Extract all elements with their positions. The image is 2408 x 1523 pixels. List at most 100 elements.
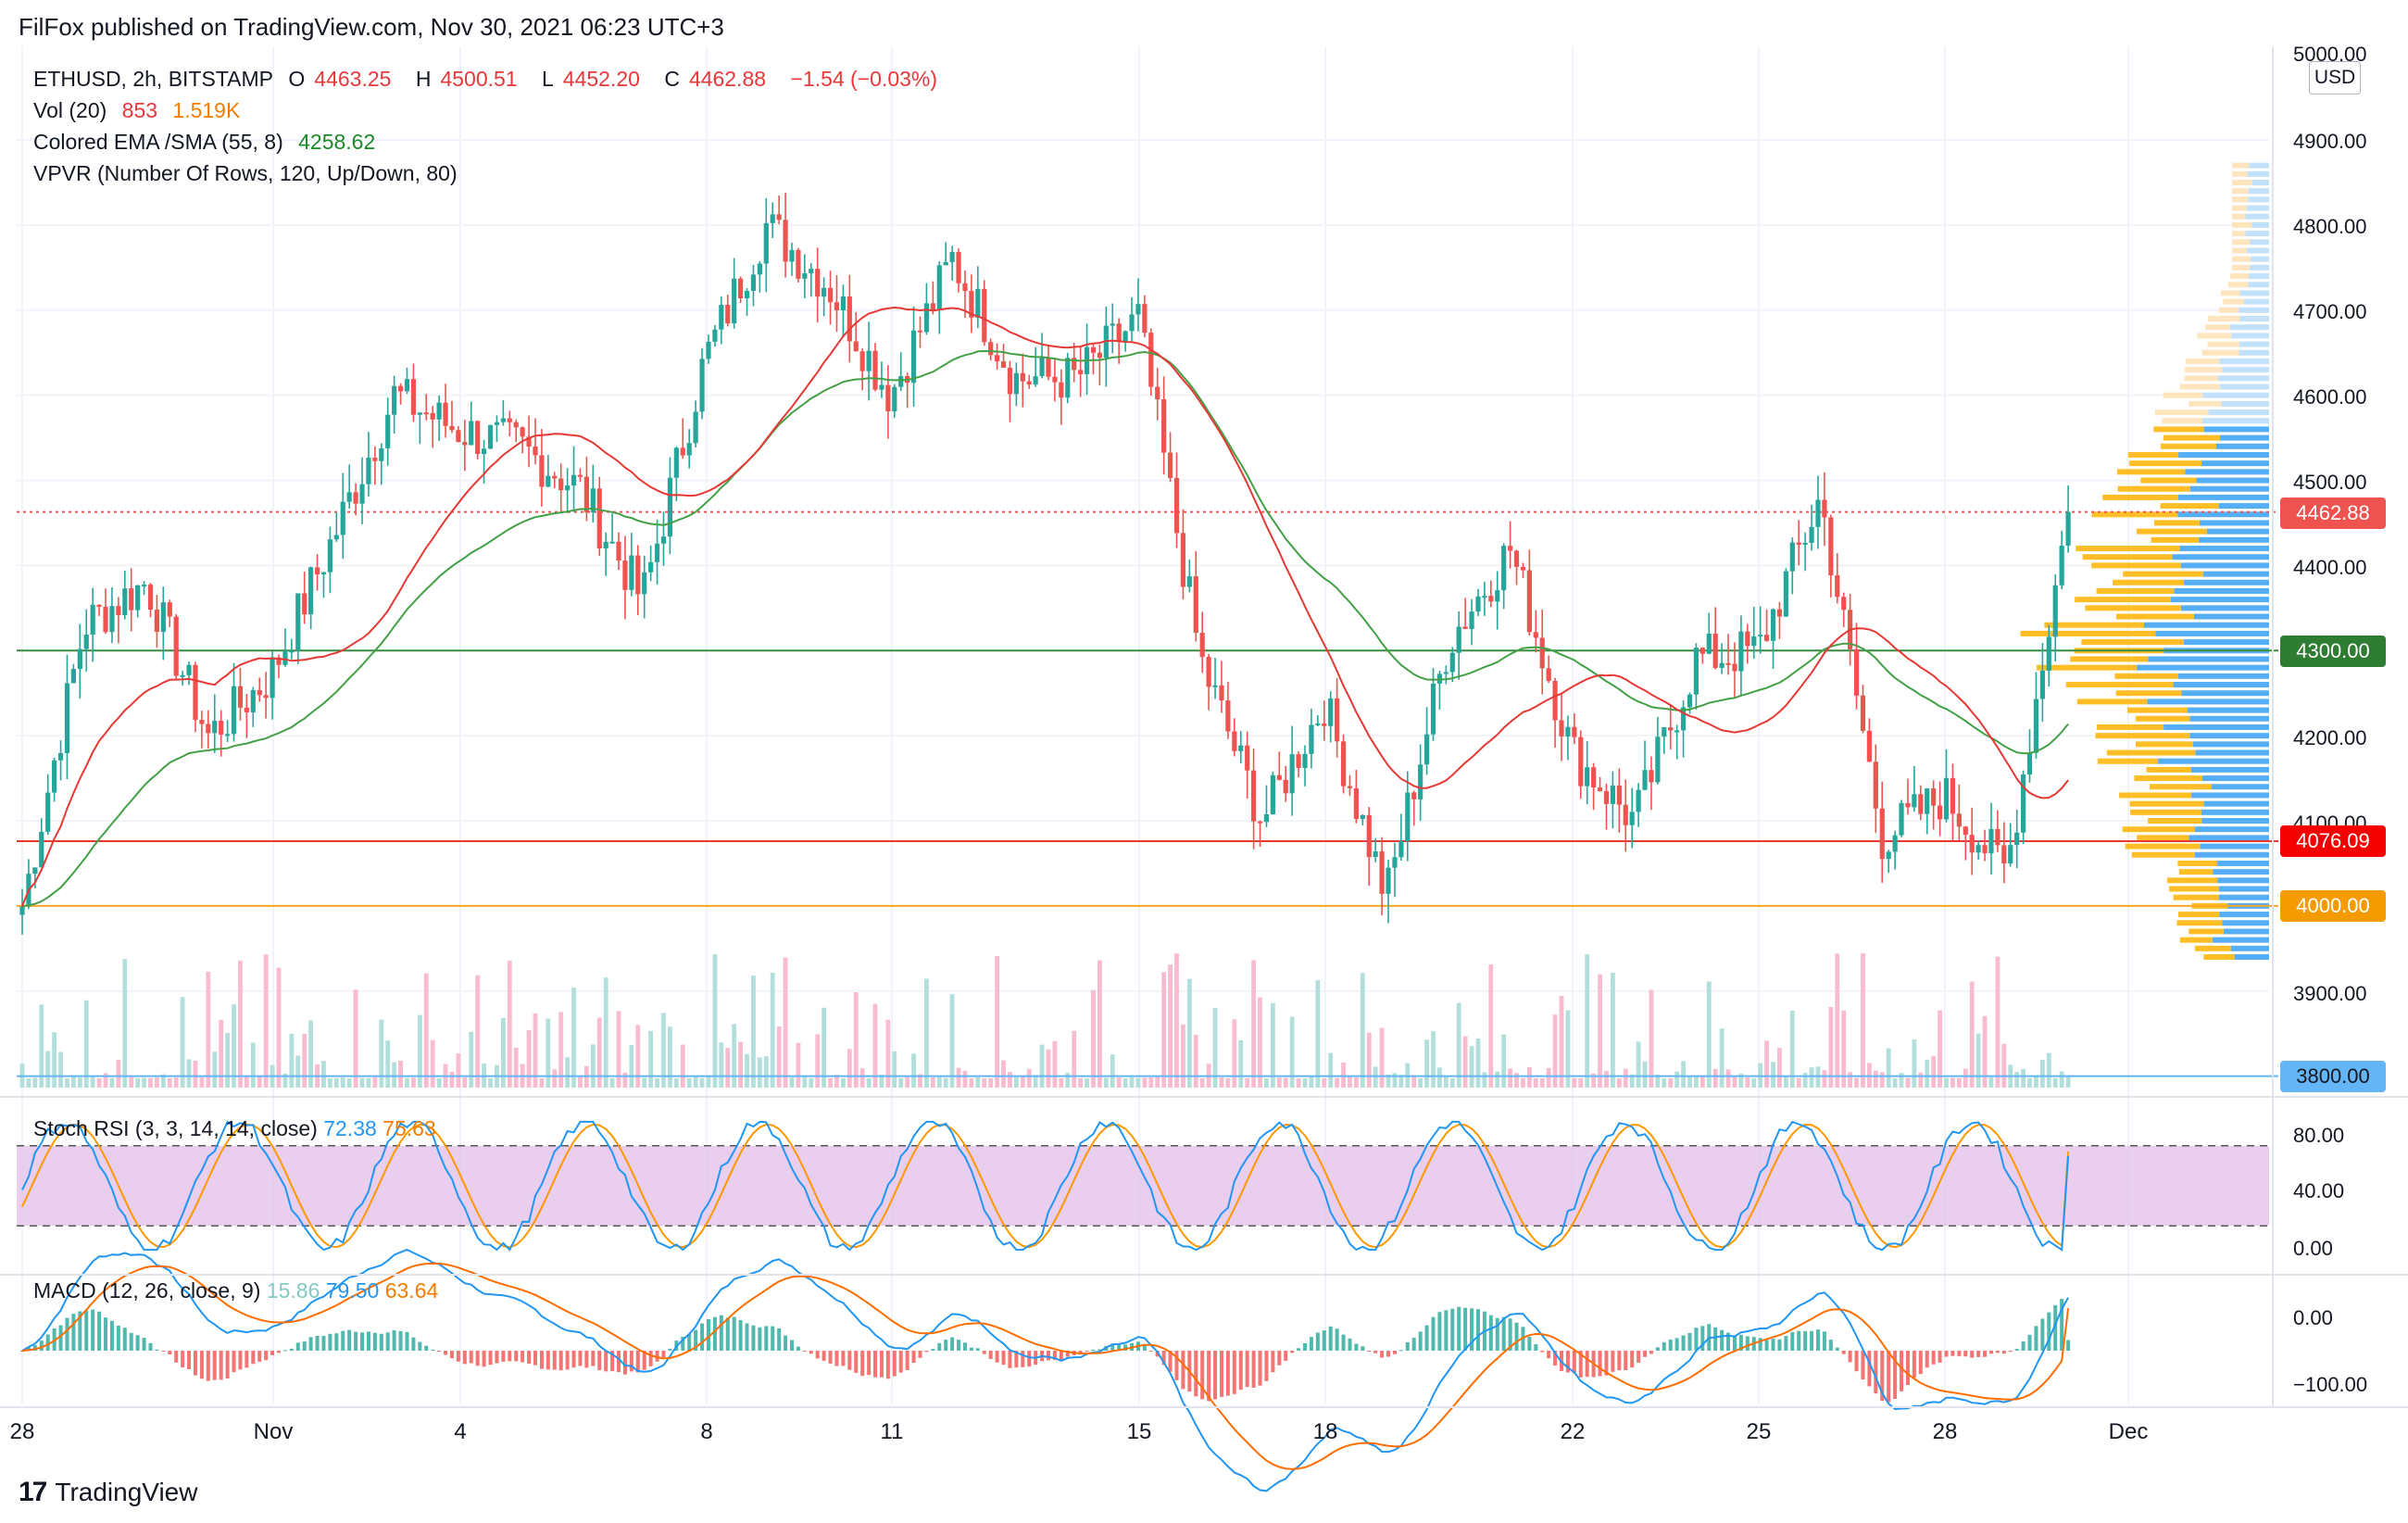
- volume-bar: [655, 1077, 659, 1088]
- macd-histogram-bar: [1918, 1351, 1923, 1375]
- vpvr-up-bar: [2221, 400, 2269, 407]
- volume-bar: [436, 1078, 442, 1088]
- volume-bar: [1059, 1077, 1064, 1088]
- candle-body: [1623, 804, 1628, 825]
- macd-histogram-bar: [539, 1351, 544, 1369]
- macd-histogram-bar: [1047, 1351, 1050, 1361]
- vpvr-up-bar: [2217, 860, 2269, 866]
- tradingview-brand[interactable]: 17 TradingView: [19, 1477, 197, 1508]
- orange-level-tag[interactable]: 4000.00: [2280, 890, 2386, 922]
- macd-histogram-bar: [1816, 1329, 1820, 1351]
- macd-histogram-bar: [1784, 1336, 1788, 1351]
- vpvr-label[interactable]: VPVR (Number Of Rows, 120, Up/Down, 80): [33, 161, 458, 185]
- macd-histogram-bar: [1219, 1351, 1223, 1397]
- vpvr-down-bar: [2075, 597, 2172, 603]
- candle-body: [1655, 736, 1661, 783]
- volume-bar: [398, 1060, 403, 1088]
- red-level-tag[interactable]: 4076.09: [2280, 825, 2386, 857]
- macd-histogram-bar: [1348, 1338, 1352, 1351]
- volume-bar: [1598, 974, 1602, 1088]
- macd-legend[interactable]: MACD (12, 26, close, 9) 15.86 79.50 63.6…: [33, 1278, 438, 1303]
- vpvr-up-bar: [2177, 673, 2269, 679]
- symbol-label[interactable]: ETHUSD, 2h, BITSTAMP: [33, 67, 274, 91]
- candle-body: [783, 220, 788, 262]
- vpvr-down-bar: [2163, 434, 2221, 441]
- macd-histogram-bar: [482, 1351, 486, 1367]
- vpvr-down-bar: [2137, 835, 2189, 841]
- volume-bars: [19, 952, 2071, 1088]
- volume-bar: [738, 1041, 743, 1088]
- macd-histogram-bar: [873, 1351, 878, 1378]
- candle-body: [1072, 358, 1077, 371]
- macd-signal-value: 63.64: [384, 1278, 439, 1303]
- volume-bar: [1449, 1077, 1455, 1088]
- currency-button[interactable]: USD: [2309, 61, 2361, 94]
- candle-body: [1322, 723, 1327, 726]
- volume-value: 853: [121, 98, 158, 122]
- candle-body: [552, 475, 558, 479]
- macd-histogram-bar: [1271, 1351, 1275, 1373]
- candle-body: [565, 485, 571, 491]
- volume-bar: [1354, 1077, 1359, 1088]
- stoch-rsi-legend[interactable]: Stoch RSI (3, 3, 14, 14, close) 72.38 75…: [33, 1116, 436, 1141]
- candle-body: [1687, 694, 1693, 708]
- volume-bar: [1539, 1077, 1545, 1088]
- ema-label[interactable]: Colored EMA /SMA (55, 8): [33, 130, 283, 154]
- horizontal-levels[interactable]: [17, 510, 2278, 1077]
- candlesticks[interactable]: [19, 193, 2071, 935]
- candle-body: [796, 249, 801, 279]
- volume-bar: [558, 1012, 564, 1088]
- volume-bar: [83, 1000, 89, 1088]
- candle-body: [507, 418, 512, 422]
- macd-histogram-bar: [379, 1333, 383, 1351]
- volume-bar: [885, 1019, 891, 1088]
- volume-bar: [1437, 1067, 1442, 1088]
- macd-histogram-bar: [937, 1342, 942, 1351]
- vpvr-down-bar: [2097, 758, 2159, 764]
- vpvr-down-bar: [2177, 912, 2220, 918]
- volume-bar: [745, 1053, 749, 1088]
- vpvr-down-bar: [2189, 400, 2222, 407]
- macd-histogram-bar: [610, 1351, 615, 1372]
- candle-body: [282, 650, 288, 665]
- macd-histogram-bar: [462, 1351, 467, 1365]
- vpvr-up-bar: [2192, 741, 2269, 748]
- candle-body: [660, 536, 667, 544]
- volume-bar: [1719, 1028, 1724, 1088]
- volume-bar: [1938, 1010, 1942, 1088]
- volume-bar: [1212, 1007, 1218, 1088]
- macd-histogram-bar: [181, 1351, 185, 1368]
- price-axis-label: 5000.00: [2293, 43, 2367, 66]
- current-price-tag[interactable]: 4462.88: [2280, 497, 2386, 529]
- macd-histogram-bar: [885, 1351, 890, 1379]
- candle-body: [962, 283, 968, 292]
- candle-body: [917, 330, 923, 333]
- candle-body: [1853, 648, 1860, 696]
- candle-body: [1232, 731, 1237, 751]
- candle-body: [449, 425, 455, 431]
- blue-level-tag[interactable]: 3800.00: [2280, 1061, 2386, 1092]
- vpvr-down-bar: [2153, 520, 2200, 526]
- candle-body: [809, 269, 814, 273]
- volume-bar: [629, 1044, 634, 1088]
- candle-body: [546, 475, 551, 487]
- green-level-tag[interactable]: 4300.00: [2280, 636, 2386, 667]
- vpvr-up-bar: [2173, 682, 2269, 688]
- macd-histogram-bar: [91, 1309, 95, 1351]
- candle-body: [494, 422, 500, 425]
- macd-histogram-bar: [1905, 1351, 1910, 1385]
- price-axis-label: 4700.00: [2293, 300, 2367, 323]
- volume-bar: [2021, 1068, 2025, 1088]
- candle-body: [1956, 813, 1962, 827]
- candle-body: [750, 274, 757, 292]
- vpvr-down-bar: [2232, 213, 2246, 220]
- volume-bar: [1219, 1076, 1224, 1088]
- candle-body: [1662, 727, 1667, 737]
- volume-label[interactable]: Vol (20): [33, 98, 107, 122]
- vpvr-up-bar: [2249, 162, 2269, 169]
- candle-body: [1116, 323, 1122, 342]
- candle-body: [1405, 792, 1411, 841]
- volume-bar: [32, 1077, 38, 1088]
- vpvr-down-bar: [2091, 562, 2181, 569]
